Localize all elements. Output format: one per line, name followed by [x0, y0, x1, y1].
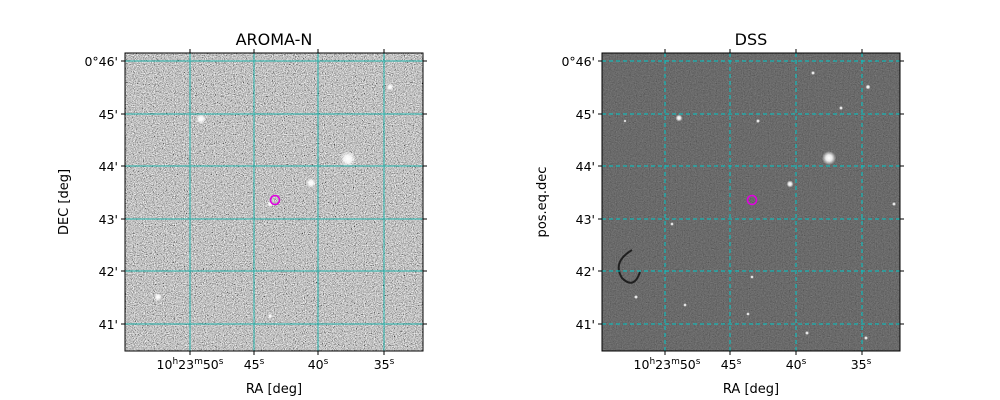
ra-tick-label: 10h23m50s — [157, 357, 224, 372]
ticks — [598, 49, 904, 355]
dec-tick-label: 42' — [99, 264, 118, 279]
star — [892, 202, 896, 206]
image-frame — [124, 52, 424, 352]
star — [805, 331, 809, 335]
star — [306, 178, 316, 188]
grid — [125, 53, 423, 351]
dec-tick-label: 42' — [576, 264, 595, 279]
target-marker — [269, 194, 281, 206]
dec-tick-labels: 0°46' 45' 44' 43' 42' 41' — [84, 54, 118, 332]
star — [683, 303, 687, 307]
ra-tick-label: 40s — [308, 357, 329, 372]
ra-tick-label: 45s — [721, 357, 742, 372]
grid — [602, 53, 900, 351]
dec-tick-label: 43' — [99, 212, 118, 227]
star — [811, 71, 815, 75]
star — [865, 84, 871, 90]
y-axis-label: DEC [deg] — [57, 169, 72, 235]
y-axis-label: pos.eq.dec — [535, 167, 550, 238]
star — [675, 114, 683, 122]
x-axis-label: RA [deg] — [246, 382, 302, 397]
dec-tick-label: 44' — [99, 159, 118, 174]
star — [822, 151, 836, 165]
star — [864, 336, 868, 340]
star — [386, 83, 394, 91]
star — [786, 180, 794, 188]
ra-tick-label: 10h23m50s — [634, 357, 701, 372]
star — [746, 312, 750, 316]
panel-title: DSS — [735, 30, 768, 49]
image-area — [602, 53, 900, 351]
ra-tick-label: 45s — [244, 357, 265, 372]
ra-tick-labels: 10h23m50s 45s 40s 35s — [634, 357, 872, 372]
star — [196, 114, 206, 124]
star — [756, 119, 760, 123]
dec-tick-label: 44' — [576, 159, 595, 174]
target-marker — [746, 194, 758, 206]
plate-artifact — [617, 249, 641, 284]
dec-tick-label: 45' — [576, 107, 595, 122]
ra-tick-label: 35s — [851, 357, 872, 372]
dec-tick-label: 41' — [576, 317, 595, 332]
star — [750, 275, 754, 279]
image-area — [125, 53, 423, 351]
panel-aroma-n: AROMA-N 0°46' 45' 44' 43' 42' 41' 10h — [57, 30, 427, 397]
star — [340, 151, 356, 167]
dec-tick-label: 0°46' — [84, 54, 118, 69]
panel-dss: DSS 0°46' — [535, 30, 904, 397]
dec-tick-label: 45' — [99, 107, 118, 122]
dec-tick-label: 43' — [576, 212, 595, 227]
ra-tick-labels: 10h23m50s 45s 40s 35s — [157, 357, 395, 372]
dec-tick-label: 41' — [99, 317, 118, 332]
star — [634, 295, 638, 299]
panel-title: AROMA-N — [236, 30, 313, 49]
star — [839, 106, 843, 110]
ra-tick-label: 40s — [786, 357, 807, 372]
ticks — [121, 49, 427, 355]
star — [670, 222, 674, 226]
star — [267, 313, 273, 319]
x-axis-label: RA [deg] — [723, 382, 779, 397]
star — [623, 119, 627, 123]
ra-tick-label: 35s — [374, 357, 395, 372]
star — [154, 293, 162, 301]
dec-tick-labels: 0°46' 45' 44' 43' 42' 41' — [561, 54, 595, 332]
dec-tick-label: 0°46' — [561, 54, 595, 69]
image-frame — [601, 52, 901, 352]
